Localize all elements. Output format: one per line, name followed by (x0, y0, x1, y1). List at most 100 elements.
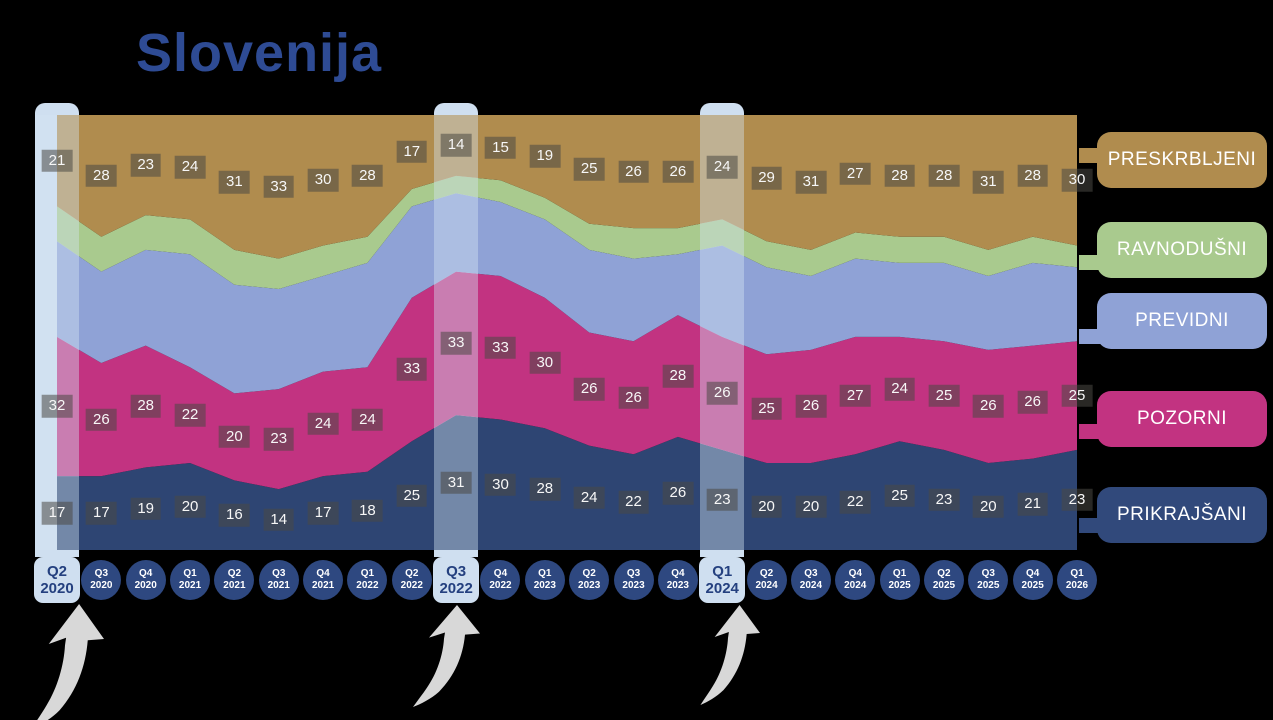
value-preskrbljeni-Q4-2023: 26 (662, 160, 694, 183)
value-pozorni-Q1-2025: 24 (884, 377, 915, 401)
value-prikrajšani-Q2-2024: 20 (751, 495, 782, 518)
value-prikrajšani-Q3-2022: 31 (440, 471, 472, 494)
value-prikrajšani-Q1-2025: 25 (884, 484, 915, 507)
value-prikrajšani-Q3-2025: 20 (972, 495, 1004, 518)
value-prikrajšani-Q4-2025: 21 (1017, 493, 1048, 516)
value-pozorni-Q3-2024: 26 (795, 395, 827, 418)
value-pozorni-Q2-2020: 32 (41, 395, 73, 418)
legend-label: POZORNI (1136, 408, 1228, 429)
value-prikrajšani-Q4-2022: 30 (485, 473, 516, 496)
value-pozorni-Q2-2024: 25 (751, 397, 782, 420)
quarter-Q3-2020: Q3 2020 (81, 560, 122, 600)
quarter-Q1-2026: Q1 2026 (1057, 560, 1097, 600)
value-preskrbljeni-Q1-2024: 24 (706, 155, 738, 179)
quarter-Q1-2022: Q1 2022 (347, 560, 388, 600)
legend-connector (1079, 424, 1103, 439)
callout-arrow-q1-2024 (700, 605, 760, 705)
value-prikrajšani-Q3-2020: 17 (86, 501, 117, 525)
value-preskrbljeni-Q3-2023: 26 (618, 160, 649, 183)
quarter-Q4-2023: Q4 2023 (657, 560, 698, 600)
quarter-Q3-2023: Q3 2023 (613, 560, 654, 600)
quarter-highlight-Q3-2022: Q3 2022 (433, 557, 480, 603)
highlight-band-overlay (700, 115, 745, 550)
quarter-Q3-2025: Q3 2025 (968, 560, 1009, 600)
value-pozorni-Q4-2020: 28 (130, 395, 162, 418)
value-pozorni-Q4-2025: 26 (1017, 390, 1048, 414)
value-preskrbljeni-Q1-2025: 28 (884, 164, 915, 188)
value-pozorni-Q1-2022: 24 (352, 408, 383, 431)
quarter-Q2-2023: Q2 2023 (569, 560, 610, 600)
value-prikrajšani-Q4-2024: 22 (839, 490, 871, 514)
value-prikrajšani-Q2-2021: 16 (219, 503, 250, 527)
value-pozorni-Q4-2023: 28 (662, 364, 694, 388)
legend-connector (1079, 329, 1103, 344)
value-preskrbljeni-Q3-2021: 33 (263, 175, 295, 199)
legend-connector (1079, 148, 1103, 163)
value-pozorni-Q3-2022: 33 (440, 332, 472, 355)
value-prikrajšani-Q4-2020: 19 (130, 497, 162, 520)
quarter-Q3-2021: Q3 2021 (258, 560, 299, 600)
value-preskrbljeni-Q4-2024: 27 (839, 162, 871, 185)
value-preskrbljeni-Q4-2020: 23 (130, 153, 162, 177)
value-preskrbljeni-Q3-2025: 31 (972, 171, 1004, 194)
value-prikrajšani-Q2-2020: 17 (41, 501, 73, 525)
legend-item-preskrbljeni: PRESKRBLJENI (1079, 132, 1267, 188)
quarter-Q2-2025: Q2 2025 (923, 560, 964, 600)
value-pozorni-Q4-2021: 24 (307, 412, 339, 436)
value-prikrajšani-Q3-2024: 20 (795, 495, 827, 518)
quarter-Q4-2022: Q4 2022 (480, 560, 521, 600)
value-preskrbljeni-Q1-2021: 24 (174, 155, 206, 179)
value-prikrajšani-Q1-2024: 23 (706, 488, 738, 512)
callout-arrow-q2-2020 (37, 604, 104, 720)
value-preskrbljeni-Q3-2022: 14 (440, 134, 472, 157)
area-preskrbljeni (57, 115, 1077, 259)
value-pozorni-Q3-2021: 23 (263, 427, 295, 451)
value-preskrbljeni-Q2-2023: 25 (573, 158, 605, 181)
value-prikrajšani-Q2-2025: 23 (928, 488, 960, 512)
value-preskrbljeni-Q2-2020: 21 (41, 149, 73, 172)
value-preskrbljeni-Q1-2026: 30 (1061, 169, 1093, 192)
value-pozorni-Q1-2024: 26 (706, 382, 738, 405)
value-prikrajšani-Q1-2023: 28 (529, 477, 561, 501)
quarter-Q1-2025: Q1 2025 (879, 560, 920, 600)
quarter-Q1-2021: Q1 2021 (170, 560, 211, 600)
highlight-band-overlay (35, 115, 79, 550)
value-pozorni-Q4-2022: 33 (485, 336, 516, 359)
value-prikrajšani-Q2-2023: 24 (573, 486, 605, 510)
quarter-highlight-Q2-2020: Q2 2020 (34, 557, 80, 603)
callout-arrow-q3-2022 (413, 605, 480, 707)
legend-label: RAVNODUŠNI (1116, 239, 1248, 260)
value-preskrbljeni-Q2-2024: 29 (751, 166, 782, 190)
value-preskrbljeni-Q3-2020: 28 (86, 164, 117, 188)
quarter-Q2-2022: Q2 2022 (391, 560, 432, 600)
value-preskrbljeni-Q4-2021: 30 (307, 169, 339, 192)
quarter-Q2-2021: Q2 2021 (214, 560, 255, 600)
value-prikrajšani-Q3-2023: 22 (618, 490, 649, 514)
value-preskrbljeni-Q2-2022: 17 (396, 140, 428, 164)
value-prikrajšani-Q1-2022: 18 (352, 499, 383, 523)
legend-label: PRIKRAJŠANI (1116, 504, 1248, 525)
quarter-Q4-2024: Q4 2024 (835, 560, 876, 600)
value-pozorni-Q3-2020: 26 (86, 408, 117, 431)
legend-connector (1079, 255, 1103, 270)
value-pozorni-Q1-2026: 25 (1061, 384, 1093, 407)
value-pozorni-Q2-2025: 25 (928, 384, 960, 407)
value-pozorni-Q1-2021: 22 (174, 403, 206, 427)
value-preskrbljeni-Q1-2023: 19 (529, 145, 561, 168)
quarter-Q3-2024: Q3 2024 (790, 560, 831, 600)
quarter-highlight-Q1-2024: Q1 2024 (699, 557, 746, 603)
value-preskrbljeni-Q4-2022: 15 (485, 136, 516, 159)
legend-item-pozorni: POZORNI (1079, 391, 1267, 447)
quarter-Q1-2023: Q1 2023 (524, 560, 565, 600)
value-pozorni-Q4-2024: 27 (839, 384, 871, 407)
area-ravnodušni (57, 175, 1077, 289)
area-previdni (57, 193, 1077, 394)
legend-item-prikrajšani: PRIKRAJŠANI (1079, 487, 1267, 543)
value-preskrbljeni-Q4-2025: 28 (1017, 164, 1048, 188)
legend-item-previdni: PREVIDNI (1079, 293, 1267, 349)
quarter-Q4-2025: Q4 2025 (1012, 560, 1053, 600)
value-pozorni-Q1-2023: 30 (529, 351, 561, 375)
value-preskrbljeni-Q3-2024: 31 (795, 171, 827, 194)
quarter-Q4-2021: Q4 2021 (303, 560, 344, 600)
